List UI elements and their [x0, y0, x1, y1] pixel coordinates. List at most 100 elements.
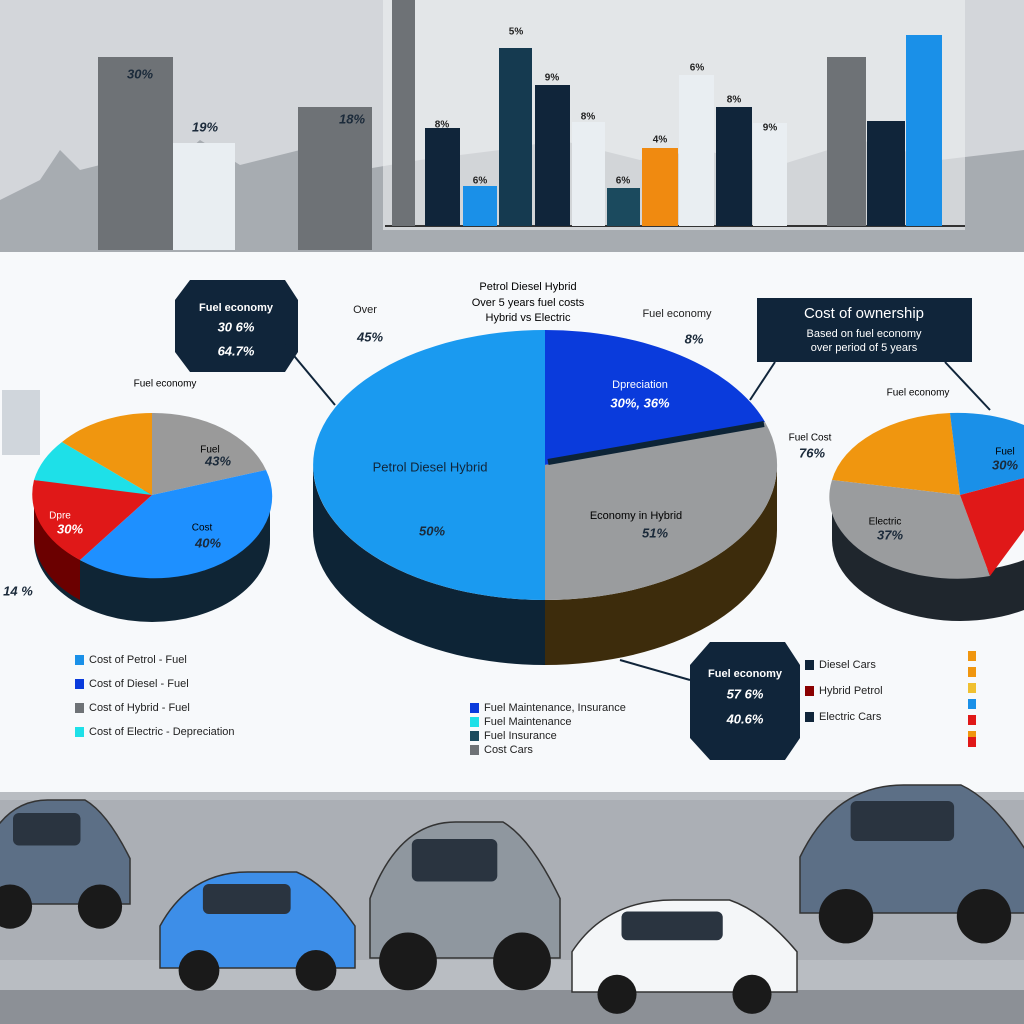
legend-swatch — [968, 683, 976, 693]
bar — [98, 57, 173, 250]
side-note: Fuel economy — [642, 308, 712, 320]
pie-note: Fuel economy — [134, 379, 197, 390]
leader — [749, 361, 776, 401]
bar — [392, 0, 415, 226]
legend-swatch — [470, 745, 479, 755]
legend-swatch — [968, 699, 976, 709]
callout-right: Cost of ownership Based on fuel economy … — [749, 298, 991, 411]
side-note: Over — [353, 304, 377, 316]
legend-label: Diesel Cars — [819, 659, 876, 671]
legend-label: Hybrid Petrol — [819, 685, 883, 697]
bar-label: 6% — [616, 176, 631, 187]
segment-label: Fuel — [200, 445, 219, 456]
segment-value: 30% — [992, 457, 1018, 472]
car-wheel — [379, 932, 437, 991]
legend-swatch — [470, 703, 479, 713]
left-bars — [98, 57, 372, 250]
bar-label: 8% — [435, 120, 450, 131]
bar — [173, 143, 235, 250]
legend-swatch — [75, 655, 84, 665]
pie-heading: Hybrid vs Electric — [486, 312, 571, 324]
callout-box — [175, 280, 298, 372]
segment-label: Cost — [192, 523, 213, 534]
legend-swatch — [470, 731, 479, 741]
car-wheel — [493, 932, 551, 991]
callout-title: Cost of ownership — [804, 305, 924, 322]
legend-label: Fuel Maintenance — [484, 716, 571, 728]
leader — [944, 361, 991, 411]
legend-label: Cost Cars — [484, 744, 533, 756]
legend-swatch — [968, 715, 976, 725]
pie-slice — [32, 480, 152, 560]
right-pie — [829, 412, 1024, 621]
bar — [906, 35, 942, 226]
pie-slice — [313, 330, 545, 600]
legend-label: Cost of Petrol - Fuel — [89, 654, 187, 666]
side-label: Fuel Cost — [789, 433, 832, 444]
segment-value: 30%, 36% — [610, 395, 670, 410]
right-bars — [392, 0, 942, 226]
bar — [867, 121, 905, 226]
legend-swatch — [968, 731, 976, 741]
slice-edge — [547, 421, 765, 465]
car-wheel — [956, 889, 1012, 944]
legend-swatch — [968, 667, 976, 677]
segment-label: Dpre — [49, 511, 71, 522]
bar — [716, 107, 752, 226]
bar-label: 9% — [545, 73, 560, 84]
pie-slice — [832, 413, 960, 495]
pie-slice — [62, 413, 152, 495]
legends: Cost of Petrol - Fuel Cost of Diesel - Fu… — [75, 651, 976, 756]
bar-labels: 30% 19% 18% 8% 6% 5% 9% 8% 6% 4% 6% 8% 9% — [127, 27, 777, 187]
bar-label: 4% — [653, 135, 668, 146]
callout-bottom: Fuel economy 57 6% 40.6% — [619, 642, 800, 760]
segment-label: Fuel — [995, 447, 1014, 458]
bar — [572, 122, 605, 226]
legend-swatch — [75, 727, 84, 737]
car-wheel — [295, 950, 337, 991]
legend-swatch — [470, 717, 479, 727]
pie-side — [545, 465, 777, 665]
callout-text: 40.6% — [726, 711, 764, 726]
car-wheel — [178, 950, 220, 991]
bar — [499, 48, 532, 226]
callout-left: Fuel economy 30 6% 64.7% — [175, 280, 336, 406]
car-wheel — [597, 974, 637, 1014]
corner-value: 14 % — [3, 583, 33, 598]
side-note-value: 8% — [685, 331, 704, 346]
pie-slice — [829, 480, 990, 579]
bar — [642, 148, 678, 226]
bar-label: 8% — [727, 95, 742, 106]
legend-swatch — [805, 686, 814, 696]
legend-swatch — [805, 712, 814, 722]
legend-swatch — [968, 651, 976, 661]
callout-text: Fuel economy — [199, 302, 274, 314]
bar-label: 19% — [192, 119, 218, 134]
bar-label: 6% — [473, 176, 488, 187]
side-value: 76% — [799, 445, 825, 460]
bar-label: 18% — [339, 111, 365, 126]
segment-label: Electric — [869, 517, 902, 528]
segment-label: Dpreciation — [612, 379, 668, 391]
bar-label: 9% — [763, 123, 778, 134]
callout-text: Fuel economy — [708, 668, 783, 680]
leader — [619, 659, 691, 681]
bar-label: 6% — [690, 63, 705, 74]
cars — [0, 784, 1024, 1014]
segment-value: 30% — [57, 521, 83, 536]
bar — [679, 75, 714, 226]
bar — [425, 128, 460, 226]
segment-value: 51% — [642, 525, 668, 540]
pie-slice — [34, 442, 152, 495]
pie-slice — [80, 470, 273, 579]
legend-swatch — [968, 737, 976, 747]
car-window — [411, 839, 498, 882]
pie-side — [832, 495, 1024, 621]
legend-swatch — [75, 679, 84, 689]
bar-label: 5% — [509, 27, 524, 38]
segment-value: 37% — [877, 527, 903, 542]
car-window — [13, 813, 81, 846]
callout-text: 64.7% — [218, 343, 255, 358]
callout-text: 30 6% — [218, 319, 255, 334]
